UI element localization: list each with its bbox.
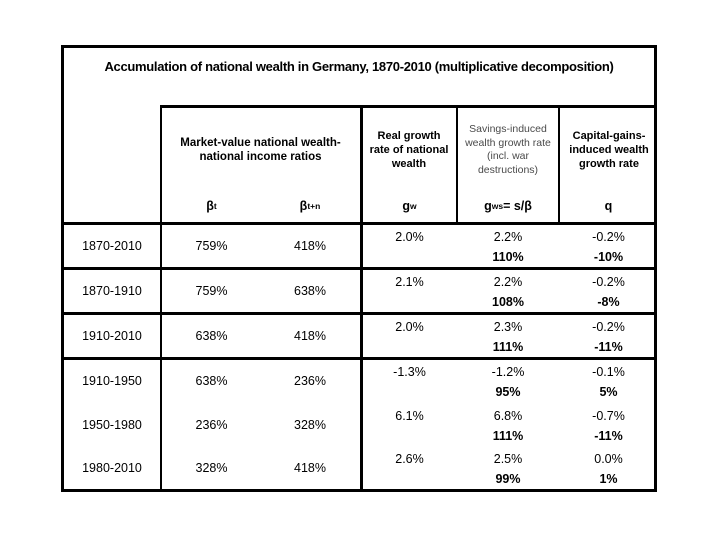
real-growth-cell: 2.0% <box>363 315 456 357</box>
savings-growth-cell: 2.5% 99% <box>458 447 558 489</box>
growth-value: 6.8% <box>493 409 523 423</box>
ratio-value: 95% <box>495 385 521 399</box>
symbol-base: g <box>402 199 410 213</box>
capital-gains-cell: -0.2% -8% <box>560 270 657 312</box>
symbol-subscript: t+n <box>307 201 321 211</box>
capital-gains-cell: -0.1% 5% <box>560 360 657 402</box>
beta-t-cell: 638% <box>195 329 228 343</box>
ratio-value: 111% <box>492 429 524 443</box>
period-cell: 1910-2010 <box>82 329 142 343</box>
real-growth-cell: 2.0% <box>363 225 456 267</box>
growth-value: 2.1% <box>395 275 424 289</box>
grid-line-row2-separator <box>61 312 657 315</box>
table-title: Accumulation of national wealth in Germa… <box>104 59 614 74</box>
header-real-growth-rate: Real growth rate of national wealth <box>369 130 449 170</box>
period-cell: 1950-1980 <box>82 418 142 432</box>
real-growth-cell: -1.3% <box>363 360 456 402</box>
period-cell: 1870-1910 <box>82 284 142 298</box>
savings-growth-cell: 2.2% 108% <box>458 270 558 312</box>
grid-line-header-top <box>160 105 657 108</box>
beta-t-n-cell: 638% <box>294 284 326 298</box>
capital-gains-cell: -0.2% -11% <box>560 315 657 357</box>
grid-line-vertical-savings-left <box>456 105 458 223</box>
ratio-value: 110% <box>492 250 524 264</box>
grid-line-row1-separator <box>61 267 657 270</box>
symbol-subscript: ws <box>491 201 504 211</box>
growth-value: -0.2% <box>592 275 625 289</box>
ratio-value: -11% <box>594 429 623 443</box>
ratio-value: 5% <box>599 385 618 399</box>
grid-line-vertical-period <box>160 105 162 492</box>
period-cell: 1910-1950 <box>82 374 142 388</box>
ratio-value: 111% <box>492 340 524 354</box>
symbol-subscript: t <box>213 201 217 211</box>
symbol-subscript: w <box>410 201 417 211</box>
growth-value: 2.2% <box>493 275 523 289</box>
real-growth-cell: 2.1% <box>363 270 456 312</box>
ratio-value: -11% <box>594 340 623 354</box>
growth-value: 2.5% <box>493 452 523 466</box>
growth-value: -1.2% <box>491 365 525 379</box>
growth-value: 0.0% <box>594 452 623 466</box>
ratio-value: 1% <box>599 472 618 486</box>
ratio-value: -10% <box>593 250 624 264</box>
savings-growth-cell: 2.2% 110% <box>458 225 558 267</box>
growth-value: 2.3% <box>493 320 523 334</box>
real-growth-cell: 6.1% <box>363 404 456 446</box>
beta-t-cell: 759% <box>195 239 228 253</box>
beta-t-cell: 638% <box>195 374 228 388</box>
capital-gains-cell: -0.2% -10% <box>560 225 657 267</box>
growth-value: -1.3% <box>393 365 426 379</box>
header-capital-gains-growth: Capital-gains- induced wealth growth rat… <box>569 130 649 170</box>
grid-line-vertical-savings-right <box>558 105 560 223</box>
real-growth-cell: 2.6% <box>363 447 456 489</box>
beta-t-cell: 328% <box>195 461 228 475</box>
symbol-q: q <box>604 199 613 213</box>
savings-growth-cell: -1.2% 95% <box>458 360 558 402</box>
symbol-base: g <box>484 199 492 213</box>
period-cell: 1870-2010 <box>82 239 142 253</box>
savings-growth-cell: 6.8% 111% <box>458 404 558 446</box>
beta-t-n-cell: 328% <box>294 418 326 432</box>
symbol-g-ws-formula: g ws = s/β <box>458 192 558 220</box>
beta-t-n-cell: 418% <box>294 239 326 253</box>
ratio-value: 99% <box>495 472 521 486</box>
beta-t-cell: 759% <box>195 284 228 298</box>
growth-value: 2.6% <box>395 452 424 466</box>
growth-value: 2.0% <box>395 320 424 334</box>
period-cell: 1980-2010 <box>82 461 142 475</box>
growth-value: 2.0% <box>395 230 424 244</box>
ratio-value: 108% <box>492 295 524 309</box>
capital-gains-cell: 0.0% 1% <box>560 447 657 489</box>
beta-t-n-cell: 236% <box>294 374 326 388</box>
grid-line-row3-separator <box>61 357 657 360</box>
beta-t-n-cell: 418% <box>294 329 326 343</box>
header-market-value-ratios: Market-value national wealth- national i… <box>180 137 341 163</box>
growth-value: -0.7% <box>592 409 625 423</box>
symbol-suffix: = s/β <box>503 199 532 213</box>
capital-gains-cell: -0.7% -11% <box>560 404 657 446</box>
growth-value: -0.2% <box>592 320 625 334</box>
symbol-beta-t-n: β t+n <box>260 192 360 220</box>
growth-value: 2.2% <box>493 230 523 244</box>
symbol-base: β <box>299 199 308 213</box>
savings-growth-cell: 2.3% 111% <box>458 315 558 357</box>
beta-t-cell: 236% <box>195 418 228 432</box>
header-savings-induced-growth: Savings-induced wealth growth rate (incl… <box>465 123 551 176</box>
ratio-value: -8% <box>597 295 620 309</box>
grid-line-vertical-beta-growth <box>360 105 363 492</box>
beta-t-n-cell: 418% <box>294 461 326 475</box>
growth-value: 6.1% <box>395 409 424 423</box>
growth-value: -0.1% <box>592 365 625 379</box>
growth-value: -0.2% <box>592 230 625 244</box>
grid-line-header-separator <box>61 222 657 225</box>
symbol-base: β <box>206 199 214 213</box>
